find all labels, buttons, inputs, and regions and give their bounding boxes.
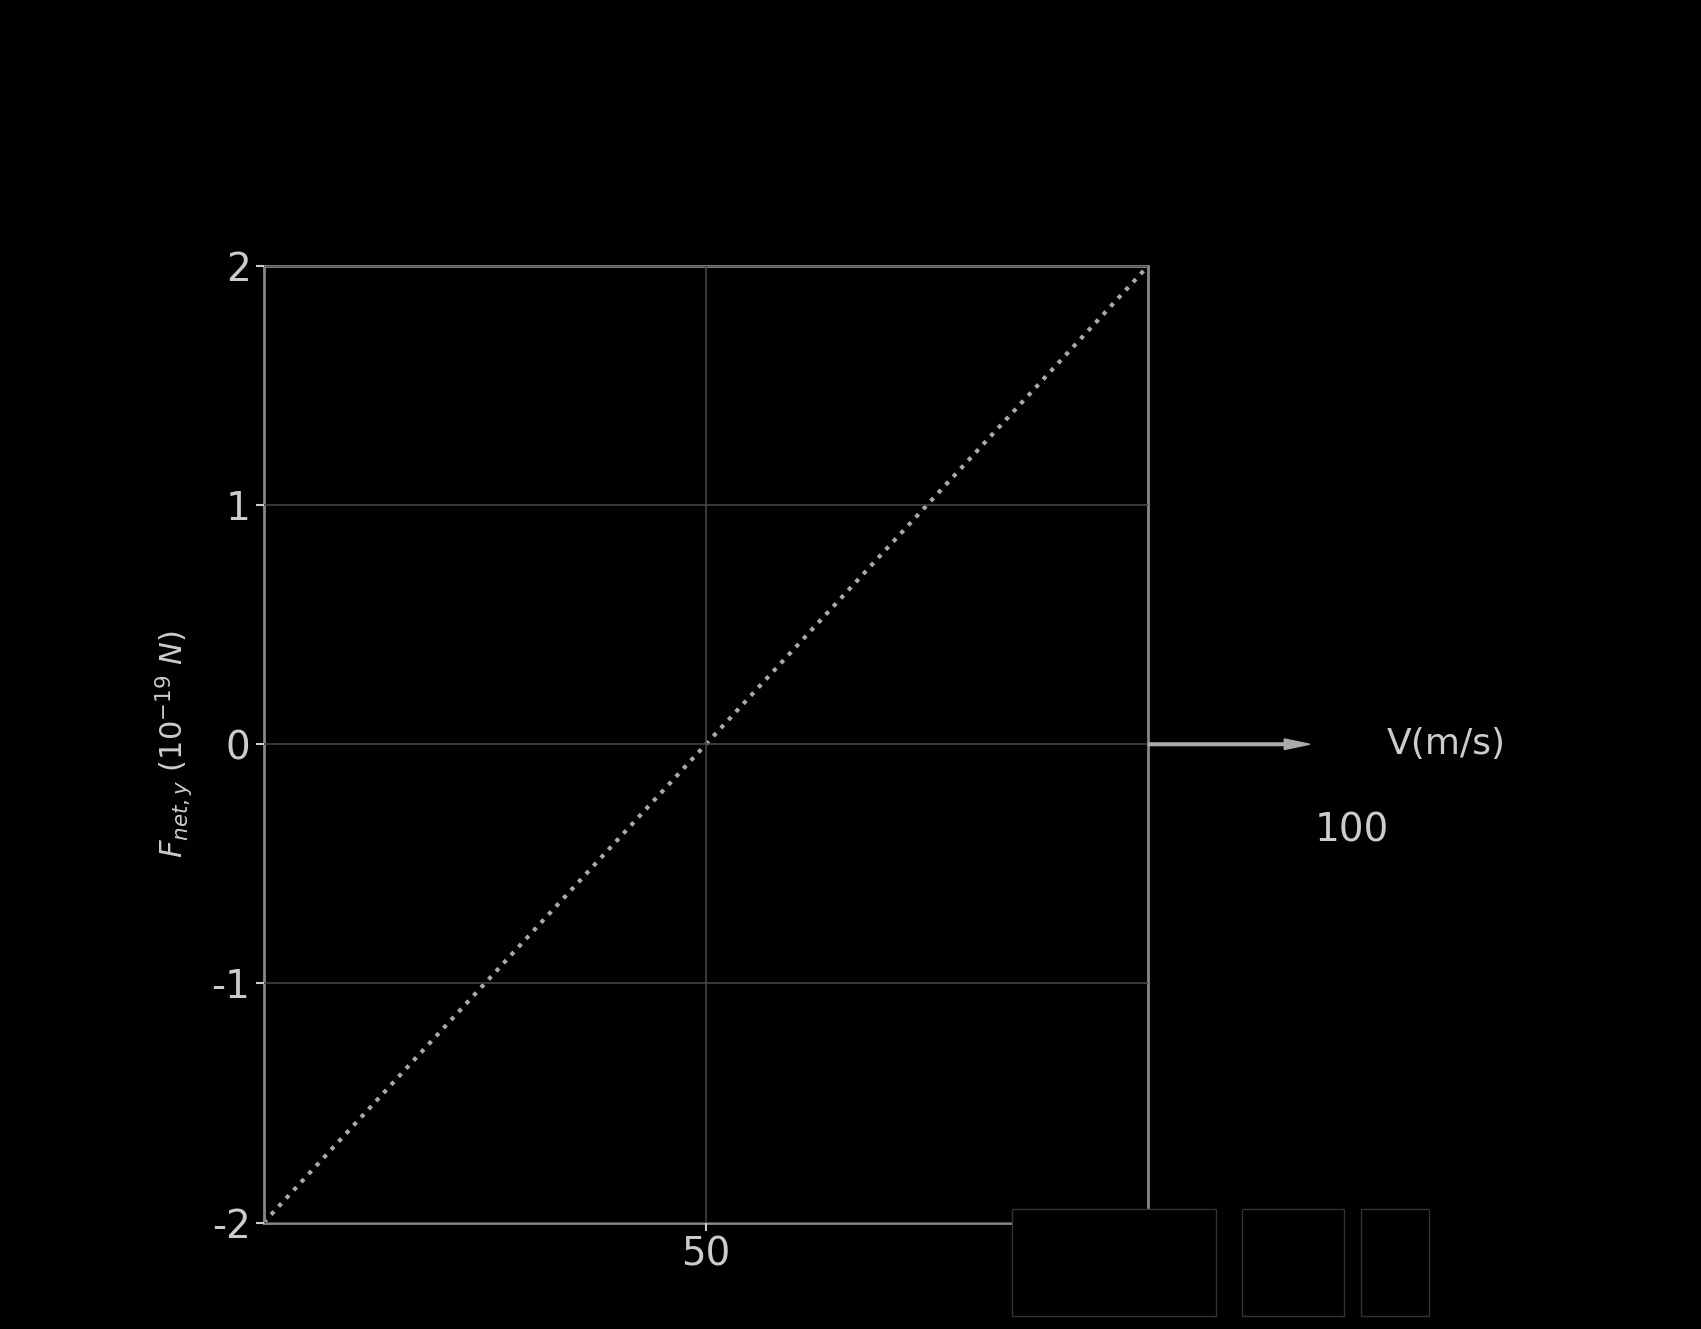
- Text: 100: 100: [1315, 812, 1390, 849]
- Text: V(m/s): V(m/s): [1386, 727, 1505, 762]
- Y-axis label: $F_{net,y}\ (10^{-19}\ N)$: $F_{net,y}\ (10^{-19}\ N)$: [153, 630, 196, 859]
